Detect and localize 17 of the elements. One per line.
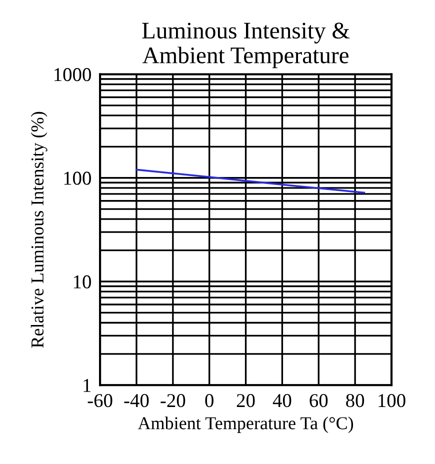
y-tick-label: 100: [64, 172, 91, 185]
x-tick-label: 0: [205, 394, 214, 408]
y-tick-label: 10: [74, 275, 91, 288]
y-tick-label: 1: [84, 379, 91, 392]
chart-title: Luminous Intensity & Ambient Temperature: [142, 22, 350, 68]
y-tick-label: 1000: [54, 68, 91, 82]
x-tick-label: 60: [310, 394, 328, 408]
x-tick-label: -60: [88, 394, 112, 408]
line-series: [136, 168, 366, 194]
x-tick-label: -40: [124, 394, 149, 408]
x-tick-label: 80: [346, 394, 364, 408]
x-tick-label: 100: [378, 394, 406, 408]
x-axis-title: Ambient Temperature Ta (°C): [138, 416, 354, 434]
x-tick-label: 20: [236, 394, 255, 408]
y-axis-title: Relative Luminous Intensity (%): [30, 112, 48, 348]
x-tick-label: -20: [160, 394, 186, 408]
x-tick-label: 40: [272, 394, 292, 408]
